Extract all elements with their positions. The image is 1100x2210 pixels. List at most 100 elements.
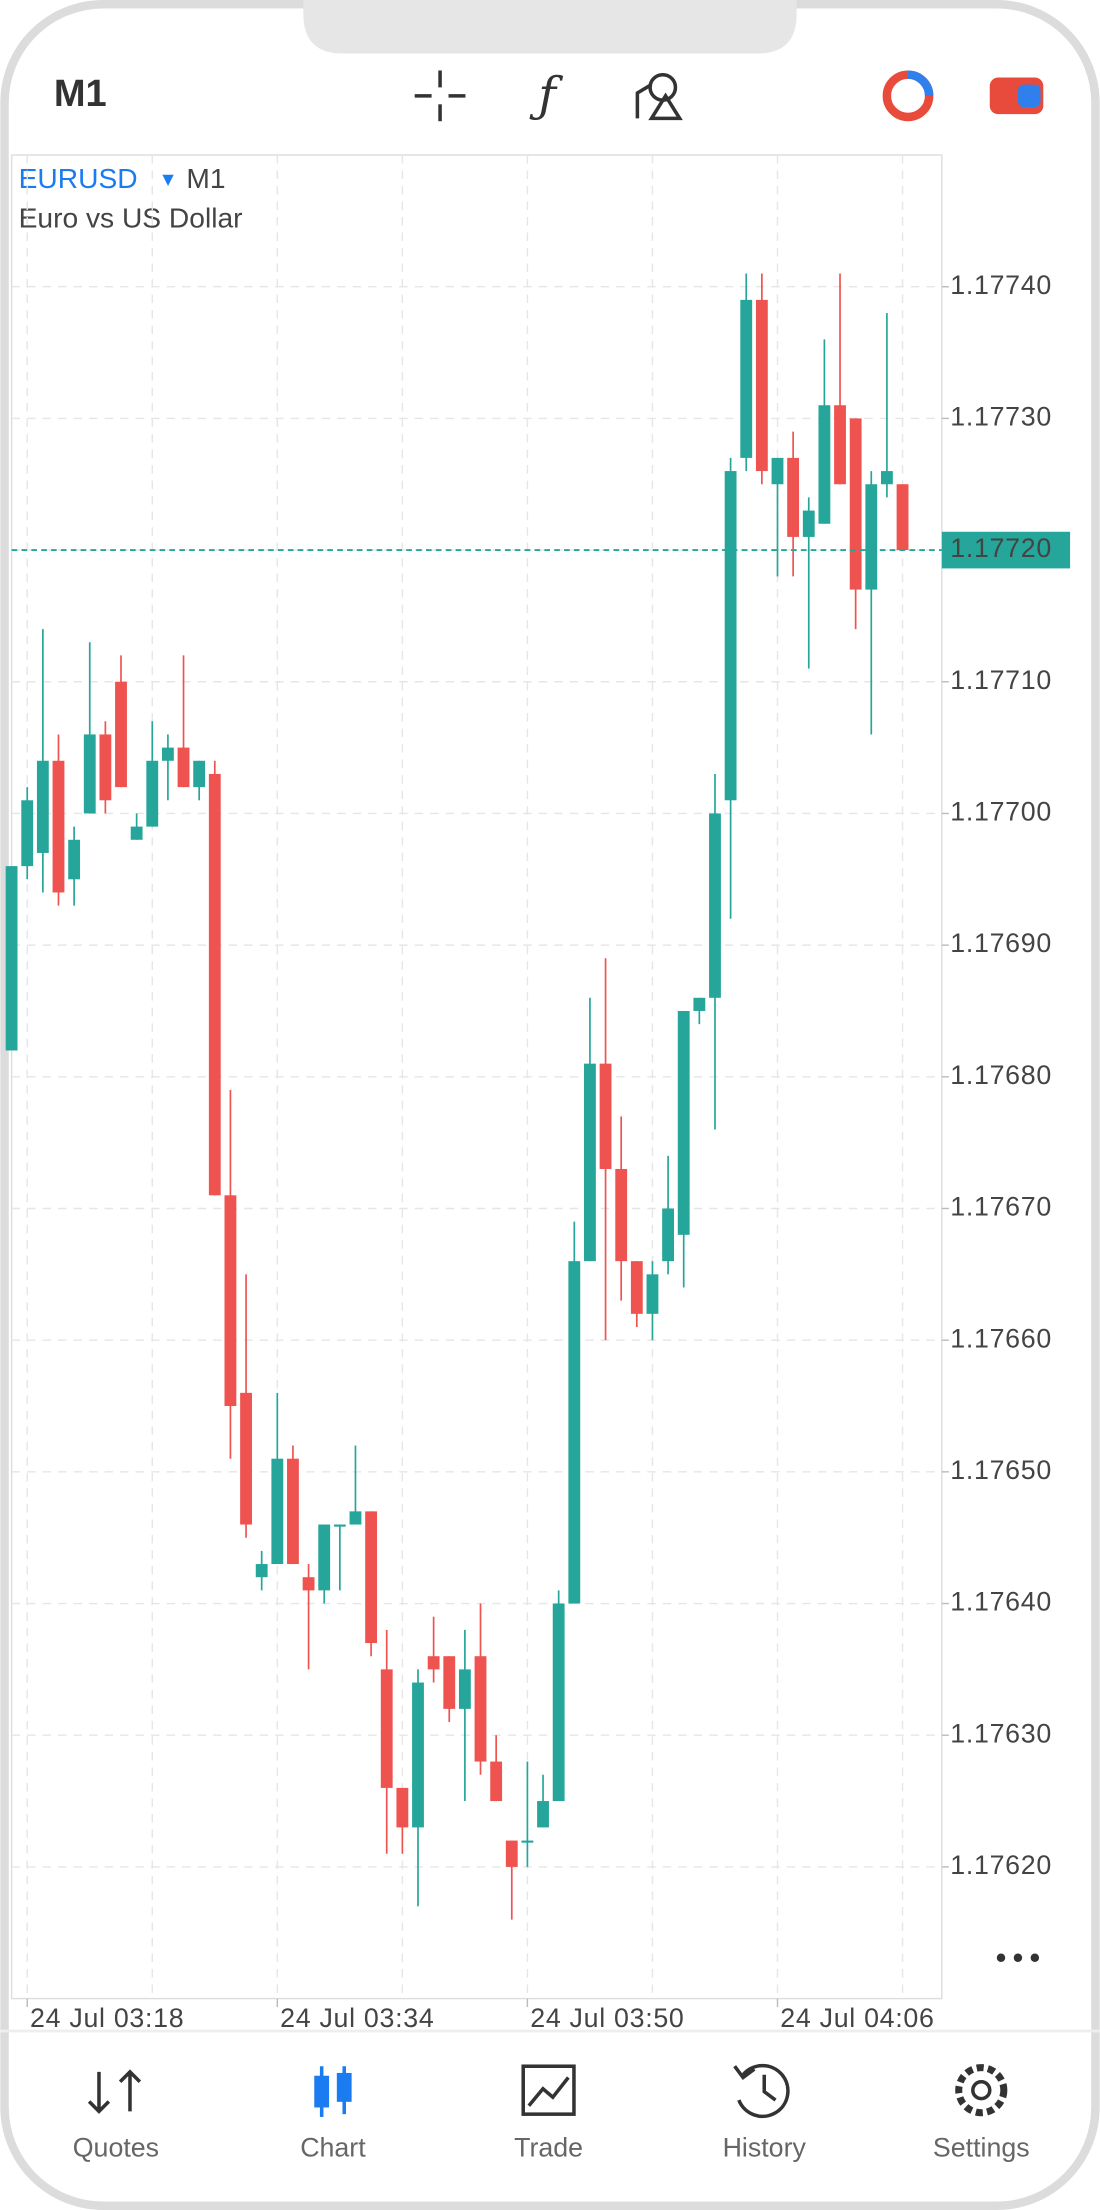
candle-body [240,1392,252,1525]
candle-body [755,299,768,472]
candle-body [458,1669,471,1709]
candle-body [36,760,49,853]
y-tick-label: 1.17700 [950,797,1052,827]
more-icon[interactable] [996,1953,1040,1962]
candle-body [208,773,221,1196]
nav-icons [87,2063,1008,2119]
crosshair-icon[interactable] [414,70,466,122]
candle-body [474,1656,487,1762]
candle-body [193,760,206,788]
nav-label[interactable]: Settings [933,2132,1030,2162]
candle-body [396,1787,409,1828]
signal-icon[interactable] [882,70,934,122]
candle-body [115,681,127,788]
candle-body [834,405,846,485]
candle-body [709,813,721,998]
chart-icon[interactable] [314,2066,352,2117]
candle-body [365,1511,378,1644]
candle-body [380,1669,393,1788]
candle-body [537,1801,549,1828]
trade-icon[interactable] [521,2064,576,2116]
candle-body [693,997,706,1011]
y-tick-label: 1.17740 [950,270,1052,300]
nav-label[interactable]: Quotes [73,2132,159,2162]
candle-body [161,747,174,761]
candle-body [287,1458,299,1565]
nav-divider [0,2029,1100,2033]
candle-body [412,1682,424,1828]
y-tick-label: 1.17730 [950,401,1052,431]
settings-icon[interactable] [955,2064,1008,2117]
y-tick-label: 1.17710 [950,665,1052,695]
y-tick-label: 1.17680 [950,1060,1052,1090]
candle-body [177,747,190,788]
candle-body [740,299,753,458]
y-tick-label: 1.17620 [950,1850,1052,1880]
timeframe-button[interactable]: M1 [54,73,107,115]
candle-body [677,1010,690,1235]
candle-body [302,1577,315,1591]
candle-body [802,510,815,537]
candle-body [255,1564,268,1578]
candle-body [333,1524,346,1527]
candle-body [5,866,18,1051]
x-tick-label: 24 Jul 03:18 [30,2003,184,2033]
y-tick-label: 1.17670 [950,1192,1052,1222]
candle-body [505,1840,518,1867]
nav-label[interactable]: Trade [514,2132,583,2162]
candle-body [224,1195,237,1407]
candle-body [21,800,34,867]
candle-body [584,1063,596,1262]
y-tick-label: 1.17640 [950,1587,1052,1617]
candle-body [724,471,737,801]
candle-body [68,839,81,880]
candle-body [318,1524,331,1591]
candle-body [599,1063,612,1169]
candle-body [818,405,831,524]
candle-body [787,457,800,537]
candle-body [271,1458,284,1565]
y-tick-label: 1.17690 [950,928,1052,958]
nav-label[interactable]: Chart [300,2132,366,2162]
candle-body [349,1511,362,1525]
candle-body [646,1274,659,1314]
candle-body [880,471,893,485]
candle-body [490,1761,503,1802]
notch [303,0,797,54]
candle-body [630,1261,643,1314]
symbol-timeframe: M1 [186,162,225,194]
current-price-tag [941,531,1071,569]
y-tick-label: 1.17650 [950,1455,1052,1485]
y-tick-label: 1.17630 [950,1718,1052,1748]
candle-body [99,734,112,801]
x-tick-label: 24 Jul 04:06 [780,2003,934,2033]
candle-body [146,760,159,827]
candle-body [130,826,143,840]
quotes-icon[interactable] [87,2069,142,2114]
candle-body [443,1656,456,1709]
objects-icon[interactable] [635,72,683,121]
account-icon[interactable] [989,77,1044,115]
nav-label[interactable]: History [723,2132,807,2162]
x-tick-label: 24 Jul 03:50 [530,2003,684,2033]
candle-body [427,1656,440,1670]
candle-body [771,457,784,485]
candle-body [615,1168,628,1262]
candle-body [865,484,878,590]
candle-body [83,734,96,814]
candle-body [521,1840,534,1843]
symbol-description: Euro vs US Dollar [19,201,243,233]
history-icon[interactable] [733,2063,790,2119]
symbol-dropdown-icon[interactable] [162,174,174,187]
candle-body [662,1208,675,1262]
candle-body [896,484,909,551]
x-tick-label: 24 Jul 03:34 [280,2003,434,2033]
y-tick-label: 1.17660 [950,1323,1052,1353]
candle-body [52,760,65,893]
symbol-name[interactable]: EURUSD [19,162,138,194]
candle-body [568,1261,581,1604]
chart-layer: 1.17740 1.17730 1.17720 1.17710 1.17700 1.176… [5,155,1071,2033]
